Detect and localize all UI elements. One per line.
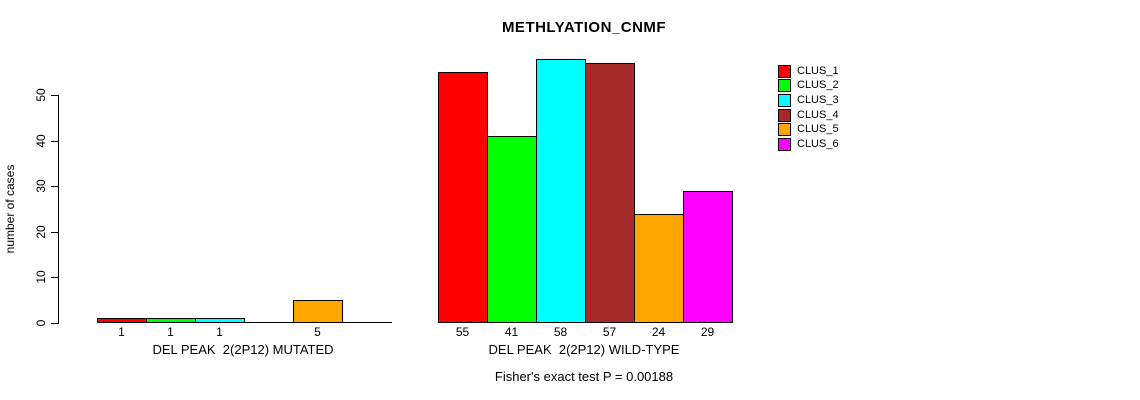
bar [195, 318, 245, 323]
y-tick-label: 30 [34, 179, 48, 193]
legend-label: CLUS_3 [797, 93, 839, 106]
y-tick-label: 40 [34, 134, 48, 148]
bar-value-label: 1 [167, 325, 174, 339]
legend-color-swatch [778, 79, 791, 93]
fisher-test-caption: Fisher's exact test P = 0.00188 [494, 369, 674, 384]
y-tick-label: 0 [34, 319, 48, 327]
y-axis-title: number of cases [3, 164, 17, 254]
bar-value-label: 57 [602, 325, 617, 339]
legend-label: CLUS_2 [797, 79, 839, 92]
legend-color-swatch [778, 108, 791, 122]
y-tick [51, 186, 58, 187]
y-tick-label: 50 [34, 88, 48, 102]
legend-label: CLUS_5 [797, 123, 839, 136]
legend-color-swatch [778, 64, 791, 78]
legend-item: CLUS_4 [778, 108, 839, 123]
bar-value-label: 1 [118, 325, 125, 339]
bar-value-label: 41 [504, 325, 519, 339]
legend-item: CLUS_2 [778, 79, 839, 94]
legend-item: CLUS_3 [778, 93, 839, 108]
legend-item: CLUS_1 [778, 64, 839, 79]
bar-value-label: 24 [651, 325, 666, 339]
bar [438, 72, 488, 323]
bar-value-label: 29 [700, 325, 715, 339]
y-tick [51, 232, 58, 233]
y-tick-label: 20 [34, 225, 48, 239]
bar-value-label: 5 [314, 325, 321, 339]
legend-label: CLUS_4 [797, 108, 839, 121]
y-tick [51, 95, 58, 96]
bar [536, 59, 586, 323]
y-tick [51, 277, 58, 278]
y-tick [51, 323, 58, 324]
bar [585, 63, 635, 323]
legend-label: CLUS_6 [797, 137, 839, 150]
group-label-mutated: DEL PEAK 2(2P12) MUTATED [152, 342, 334, 357]
chart-title: METHLYATION_CNMF [501, 19, 667, 36]
bar-value-label: 55 [455, 325, 470, 339]
group-label-wild-type: DEL PEAK 2(2P12) WILD-TYPE [488, 342, 680, 357]
y-tick-label: 10 [34, 270, 48, 284]
legend-color-swatch [778, 93, 791, 107]
bar [293, 300, 343, 323]
legend-item: CLUS_5 [778, 122, 839, 137]
bar [146, 318, 196, 323]
legend: CLUS_1 CLUS_2 CLUS_3 CLUS_4 CLUS_5 CLUS_6 [778, 64, 839, 152]
y-axis-line [58, 95, 59, 324]
legend-item: CLUS_6 [778, 137, 839, 152]
bar-value-label: 1 [216, 325, 223, 339]
bar-value-label: 58 [553, 325, 568, 339]
y-tick [51, 141, 58, 142]
legend-label: CLUS_1 [797, 64, 839, 77]
legend-color-swatch [778, 123, 791, 137]
legend-color-swatch [778, 137, 791, 151]
bar [683, 191, 733, 323]
bar [487, 136, 537, 323]
bar [97, 318, 147, 323]
bar [634, 214, 684, 323]
